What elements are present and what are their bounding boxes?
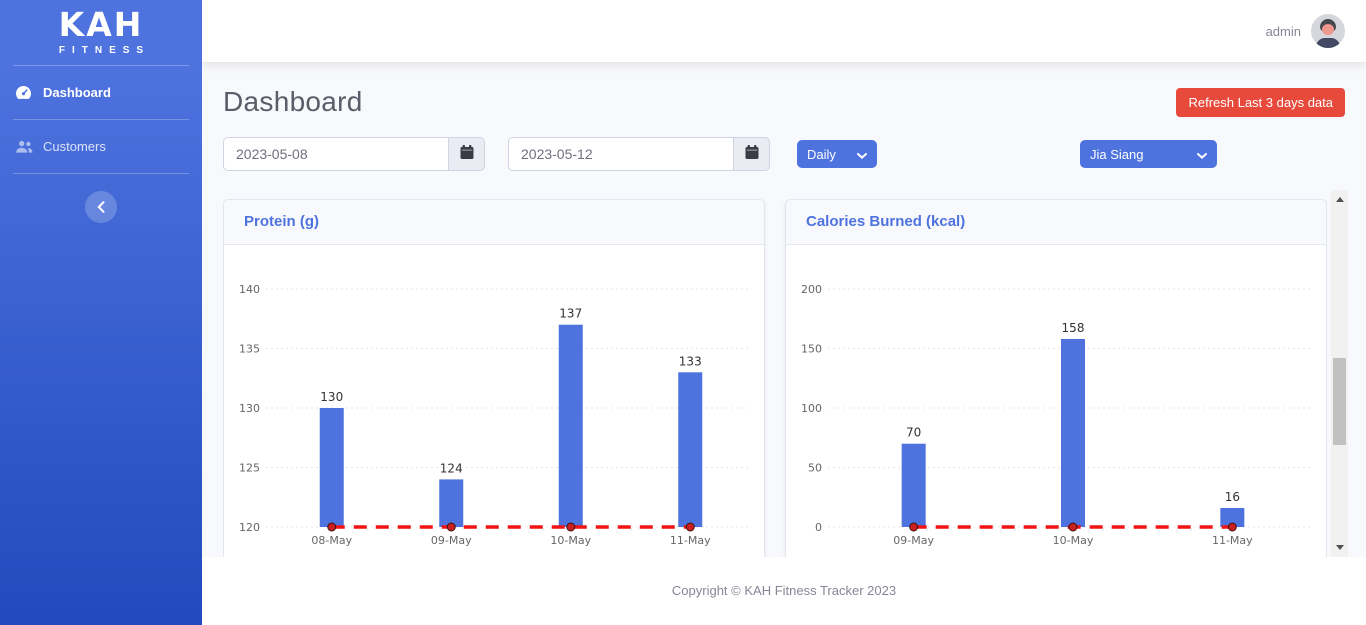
date-from-calendar-button[interactable] <box>448 137 485 171</box>
sidebar-item-customers[interactable]: Customers <box>0 129 202 164</box>
calories-chart-card: Calories Burned (kcal) 0 50 100 150 200 70 158… <box>785 199 1327 557</box>
frequency-select[interactable]: Daily <box>797 140 877 168</box>
svg-text:150: 150 <box>801 343 822 356</box>
brand[interactable]: KAH FITNESS <box>0 0 202 57</box>
copyright-text: Copyright © KAH Fitness Tracker 2023 <box>671 583 897 598</box>
sidebar-collapse-button[interactable] <box>85 191 117 223</box>
chart-title: Calories Burned (kcal) <box>806 213 966 230</box>
calendar-icon <box>460 145 474 163</box>
brand-logo-text: KAH <box>58 5 144 44</box>
page-title: Dashboard <box>223 86 363 117</box>
svg-text:50: 50 <box>808 462 822 475</box>
svg-text:09-May: 09-May <box>431 534 472 547</box>
avatar-face-shape <box>1322 24 1334 35</box>
svg-text:11-May: 11-May <box>1212 534 1253 547</box>
svg-text:16: 16 <box>1225 490 1240 504</box>
scroll-down-arrow-icon[interactable] <box>1331 539 1348 556</box>
protein-card-header: Protein (g) <box>224 200 764 245</box>
svg-text:158: 158 <box>1062 321 1085 335</box>
date-from-group <box>223 137 485 171</box>
sidebar-item-label: Customers <box>43 139 106 154</box>
topbar: admin <box>202 0 1366 62</box>
protein-bar-chart: 120 125 130 135 140 130 124 137 133 08-May 09-May 1… <box>239 283 750 547</box>
calories-card-body: 0 50 100 150 200 70 158 16 09-May 10-May 11-May <box>786 245 1326 557</box>
chevron-left-icon <box>97 201 105 216</box>
brand-subtitle: FITNESS <box>58 45 151 56</box>
svg-text:10-May: 10-May <box>550 534 591 547</box>
svg-text:140: 140 <box>239 283 260 296</box>
svg-text:135: 135 <box>239 343 260 356</box>
calendar-icon <box>745 145 759 163</box>
sidebar-item-dashboard[interactable]: Dashboard <box>0 75 202 110</box>
page-content: Dashboard Refresh Last 3 days data <box>202 62 1366 557</box>
scrollbar-thumb[interactable] <box>1333 358 1346 445</box>
topbar-username[interactable]: admin <box>1265 23 1301 39</box>
svg-text:200: 200 <box>801 283 822 296</box>
sidebar-divider <box>13 119 189 120</box>
svg-text:08-May: 08-May <box>311 534 352 547</box>
footer: Copyright © KAH Fitness Tracker 2023 <box>202 557 1366 625</box>
calories-card-header: Calories Burned (kcal) <box>786 200 1326 245</box>
svg-text:120: 120 <box>239 521 260 534</box>
svg-text:124: 124 <box>440 461 463 475</box>
scroll-up-arrow-icon[interactable] <box>1331 191 1348 208</box>
sidebar-divider <box>13 65 189 66</box>
svg-text:137: 137 <box>559 307 582 321</box>
frequency-select-value: Daily <box>807 146 836 162</box>
chevron-down-icon <box>1197 147 1207 162</box>
date-from-input[interactable] <box>223 137 448 171</box>
user-avatar[interactable] <box>1311 14 1345 48</box>
protein-card-body: 120 125 130 135 140 130 124 137 133 08-May 09-May 1… <box>224 245 764 557</box>
refresh-button[interactable]: Refresh Last 3 days data <box>1176 87 1345 117</box>
svg-text:130: 130 <box>239 402 260 415</box>
customer-select-value: Jia Siang <box>1090 146 1144 162</box>
svg-text:09-May: 09-May <box>893 534 934 547</box>
filters-row: Daily Jia Siang <box>223 137 1345 171</box>
page-header-row: Dashboard Refresh Last 3 days data <box>202 62 1366 118</box>
date-to-group <box>508 137 770 171</box>
sidebar: KAH FITNESS Dashboard <box>0 0 202 625</box>
sidebar-item-label: Dashboard <box>43 85 111 100</box>
chevron-down-icon <box>857 147 867 162</box>
vertical-scrollbar[interactable] <box>1331 190 1348 557</box>
date-to-calendar-button[interactable] <box>733 137 770 171</box>
svg-text:70: 70 <box>906 426 921 440</box>
svg-text:125: 125 <box>239 462 260 475</box>
speedometer-icon <box>15 85 35 100</box>
main-area: admin Dashboard Refresh Last 3 days data <box>202 0 1366 625</box>
svg-text:10-May: 10-May <box>1053 534 1094 547</box>
users-icon <box>15 140 35 154</box>
customer-select[interactable]: Jia Siang <box>1080 140 1217 168</box>
svg-text:0: 0 <box>815 521 822 534</box>
charts-row: Protein (g) 120 125 130 135 140 130 124 137 133 0… <box>223 199 1327 557</box>
chart-title: Protein (g) <box>244 213 319 230</box>
calories-bar-chart: 0 50 100 150 200 70 158 16 09-May 10-May 11-May <box>801 283 1312 547</box>
svg-text:100: 100 <box>801 402 822 415</box>
svg-text:11-May: 11-May <box>670 534 711 547</box>
protein-chart-card: Protein (g) 120 125 130 135 140 130 124 137 133 0… <box>223 199 765 557</box>
date-to-input[interactable] <box>508 137 733 171</box>
svg-text:130: 130 <box>320 390 343 404</box>
sidebar-divider <box>13 173 189 174</box>
avatar-body-shape <box>1316 38 1340 48</box>
svg-text:133: 133 <box>679 354 702 368</box>
